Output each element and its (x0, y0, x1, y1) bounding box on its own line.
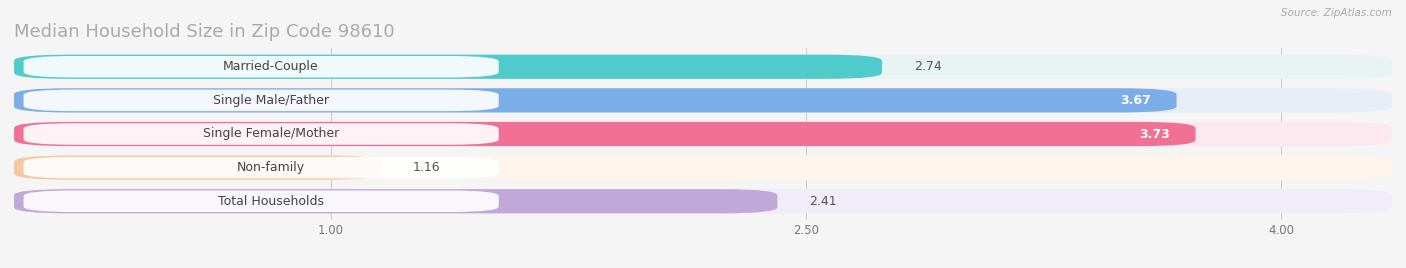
Text: 2.74: 2.74 (914, 60, 942, 73)
Text: 3.73: 3.73 (1139, 128, 1170, 140)
FancyBboxPatch shape (24, 157, 499, 178)
FancyBboxPatch shape (24, 90, 499, 111)
FancyBboxPatch shape (14, 88, 1392, 113)
Text: 3.67: 3.67 (1121, 94, 1152, 107)
FancyBboxPatch shape (14, 55, 882, 79)
Text: Single Female/Mother: Single Female/Mother (202, 128, 339, 140)
Text: Total Households: Total Households (218, 195, 323, 208)
FancyBboxPatch shape (14, 155, 1392, 180)
FancyBboxPatch shape (14, 122, 1392, 146)
FancyBboxPatch shape (24, 56, 499, 77)
FancyBboxPatch shape (24, 123, 499, 145)
Text: 1.16: 1.16 (413, 161, 441, 174)
FancyBboxPatch shape (14, 88, 1177, 113)
FancyBboxPatch shape (14, 189, 778, 213)
Text: Married-Couple: Married-Couple (222, 60, 318, 73)
FancyBboxPatch shape (14, 155, 381, 180)
Text: Source: ZipAtlas.com: Source: ZipAtlas.com (1281, 8, 1392, 18)
FancyBboxPatch shape (24, 191, 499, 212)
Text: 2.41: 2.41 (808, 195, 837, 208)
FancyBboxPatch shape (14, 122, 1195, 146)
Text: Single Male/Father: Single Male/Father (212, 94, 329, 107)
FancyBboxPatch shape (14, 189, 1392, 213)
Text: Non-family: Non-family (236, 161, 305, 174)
FancyBboxPatch shape (14, 55, 1392, 79)
Text: Median Household Size in Zip Code 98610: Median Household Size in Zip Code 98610 (14, 23, 395, 41)
